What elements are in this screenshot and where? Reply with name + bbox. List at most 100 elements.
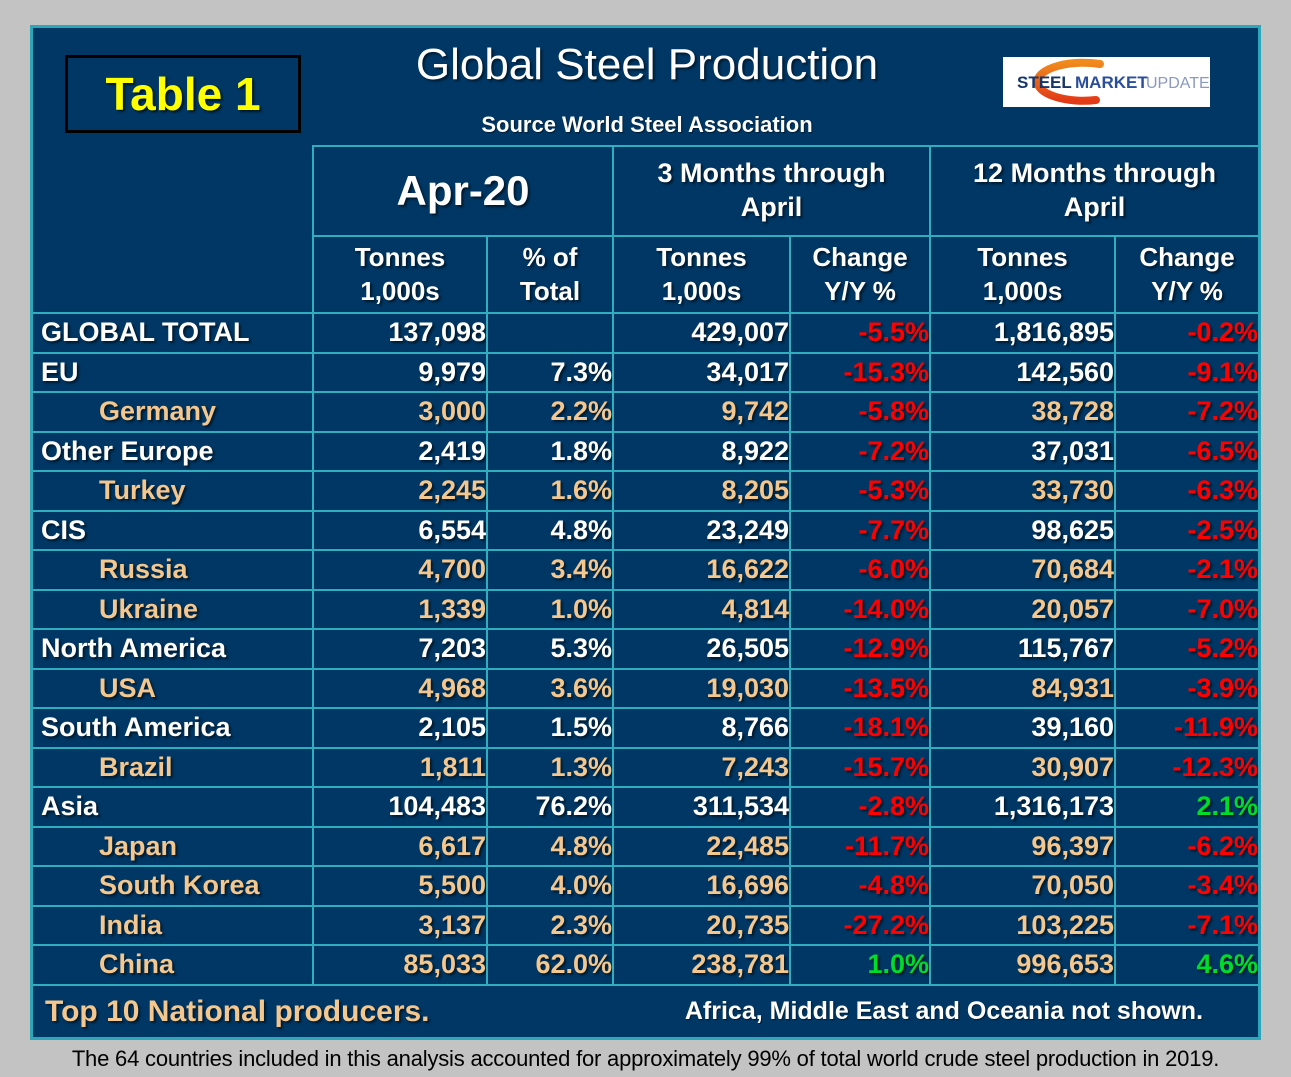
row-label: Asia [33,786,314,827]
cell-3mo-tonnes: 7,243 [613,746,792,787]
cell-12mo-tonnes: 37,031 [930,430,1117,471]
cell-12mo-tonnes: 20,057 [930,588,1117,629]
cell-apr-pct: 4.8% [487,509,615,550]
cell-apr-pct: 1.3% [487,746,615,787]
cell-apr-pct [487,312,615,353]
row-label: Ukraine [33,588,314,629]
cell-3mo-change: -7.7% [790,509,932,550]
cell-apr-pct: 7.3% [487,351,615,392]
logo-word-update: UPDATE [1146,75,1210,92]
row-label: Germany [33,391,314,432]
row-label: Turkey [33,470,314,511]
cell-3mo-change: -5.5% [790,312,932,353]
cell-3mo-tonnes: 8,205 [613,470,792,511]
cell-apr-pct: 5.3% [487,628,615,669]
cell-3mo-tonnes: 16,696 [613,865,792,906]
cell-3mo-tonnes: 16,622 [613,549,792,590]
cell-3mo-change: -7.2% [790,430,932,471]
cell-12mo-tonnes: 115,767 [930,628,1117,669]
cell-12mo-change: -7.1% [1115,904,1259,945]
row-label: EU [33,351,314,392]
cell-12mo-change: -7.0% [1115,588,1259,629]
cell-apr-tonnes: 2,419 [313,430,488,471]
cell-3mo-tonnes: 26,505 [613,628,792,669]
footer-note-left: Top 10 National producers. [45,994,430,1028]
cell-12mo-tonnes: 996,653 [930,944,1117,985]
cell-apr-tonnes: 6,554 [313,509,488,550]
table-row: Turkey 2,245 1.6% 8,205 -5.3% 33,730 -6.3% [33,470,1259,511]
cell-apr-pct: 4.0% [487,865,615,906]
cell-3mo-change: -13.5% [790,667,932,708]
cell-apr-pct: 62.0% [487,944,615,985]
cell-apr-pct: 1.6% [487,470,615,511]
row-label: Japan [33,825,314,866]
cell-apr-tonnes: 1,811 [313,746,488,787]
cell-12mo-change: -11.9% [1115,707,1259,748]
cell-apr-pct: 1.8% [487,430,615,471]
logo-word-steel: STEEL [1017,73,1072,92]
subheader-apr-tonnes: Tonnes 1,000s [313,236,488,313]
cell-apr-pct: 1.0% [487,588,615,629]
cell-12mo-tonnes: 30,907 [930,746,1117,787]
group-header-3mo: 3 Months through April [613,145,932,237]
cell-3mo-change: -2.8% [790,786,932,827]
row-label: GLOBAL TOTAL [33,312,314,353]
subheader-12mo-tonnes: Tonnes 1,000s [930,236,1117,313]
cell-3mo-change: -14.0% [790,588,932,629]
cell-12mo-change: -6.3% [1115,470,1259,511]
cell-3mo-change: -5.3% [790,470,932,511]
row-label: CIS [33,509,314,550]
cell-12mo-change: -7.2% [1115,391,1259,432]
cell-12mo-tonnes: 1,316,173 [930,786,1117,827]
table-row: South Korea 5,500 4.0% 16,696 -4.8% 70,050 -3.… [33,865,1259,906]
table-footer-row: Top 10 National producers. Africa, Middl… [33,983,1259,1038]
cell-12mo-tonnes: 38,728 [930,391,1117,432]
logo-graphic: STEEL MARKET UPDATE [1017,58,1210,105]
cell-apr-pct: 3.4% [487,549,615,590]
cell-3mo-tonnes: 429,007 [613,312,792,353]
cell-3mo-tonnes: 19,030 [613,667,792,708]
cell-apr-pct: 3.6% [487,667,615,708]
subheader-row: Tonnes 1,000s % of Total Tonnes 1,000s C… [33,236,1258,313]
steel-production-panel: Table 1 Global Steel Production Source W… [30,25,1261,1040]
cell-apr-tonnes: 2,105 [313,707,488,748]
row-label: Russia [33,549,314,590]
table-row: India 3,137 2.3% 20,735 -27.2% 103,225 -7.1% [33,904,1259,945]
region-column-header [33,146,314,313]
cell-apr-tonnes: 4,968 [313,667,488,708]
cell-12mo-tonnes: 70,684 [930,549,1117,590]
cell-12mo-change: -3.9% [1115,667,1259,708]
cell-3mo-change: -6.0% [790,549,932,590]
cell-apr-tonnes: 137,098 [313,312,488,353]
cell-apr-tonnes: 7,203 [313,628,488,669]
cell-3mo-change: -5.8% [790,391,932,432]
row-label: North America [33,628,314,669]
cell-3mo-tonnes: 311,534 [613,786,792,827]
cell-12mo-tonnes: 1,816,895 [930,312,1117,353]
cell-3mo-tonnes: 34,017 [613,351,792,392]
cell-3mo-change: -18.1% [790,707,932,748]
logo-swoosh-icon [1033,58,1104,105]
cell-3mo-change: -15.7% [790,746,932,787]
cell-12mo-change: -0.2% [1115,312,1259,353]
cell-12mo-tonnes: 98,625 [930,509,1117,550]
row-label: USA [33,667,314,708]
table-row: Japan 6,617 4.8% 22,485 -11.7% 96,397 -6.2% [33,825,1259,866]
cell-apr-tonnes: 85,033 [313,944,488,985]
cell-apr-tonnes: 5,500 [313,865,488,906]
cell-3mo-tonnes: 238,781 [613,944,792,985]
subheader-apr-pct: % of Total [487,236,615,313]
row-label: Brazil [33,746,314,787]
cell-12mo-change: -6.5% [1115,430,1259,471]
cell-12mo-change: -12.3% [1115,746,1259,787]
table-row: South America 2,105 1.5% 8,766 -18.1% 39,160-… [33,707,1259,748]
cell-apr-pct: 1.5% [487,707,615,748]
cell-3mo-tonnes: 9,742 [613,391,792,432]
cell-3mo-change: 1.0% [790,944,932,985]
cell-apr-tonnes: 9,979 [313,351,488,392]
row-label: China [33,944,314,985]
cell-12mo-change: -3.4% [1115,865,1259,906]
cell-12mo-change: 4.6% [1115,944,1259,985]
cell-apr-pct: 4.8% [487,825,615,866]
